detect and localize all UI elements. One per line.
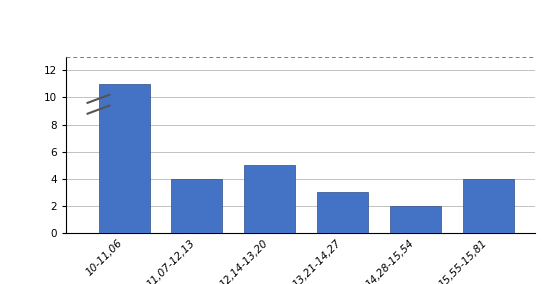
Bar bbox=[317, 192, 368, 233]
Text: Histogram koordinasi mata-: Histogram koordinasi mata- bbox=[167, 21, 418, 39]
Bar bbox=[98, 84, 150, 233]
Bar bbox=[245, 165, 295, 233]
Bar bbox=[463, 179, 514, 233]
Bar bbox=[172, 179, 222, 233]
Bar bbox=[390, 206, 441, 233]
